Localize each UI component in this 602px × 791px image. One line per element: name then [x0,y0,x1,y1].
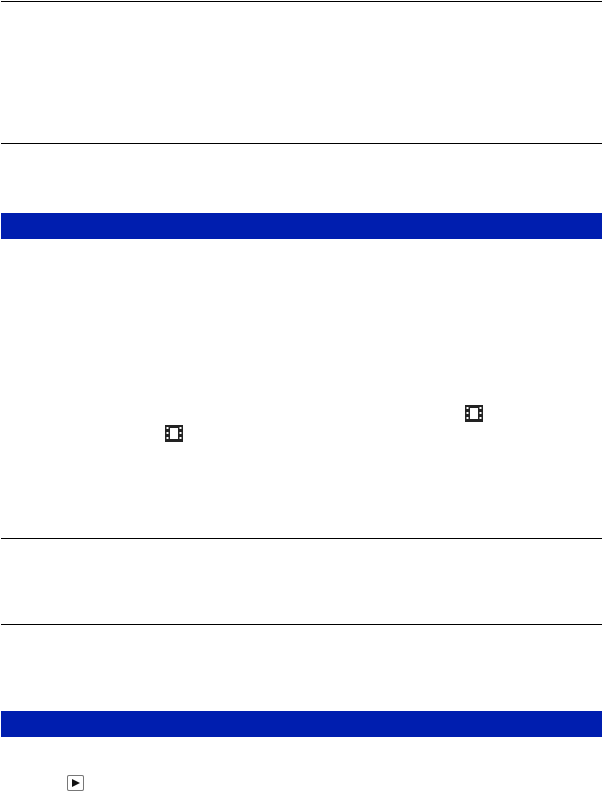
section-header-bar [1,711,602,737]
film-strip-icon [165,425,183,442]
divider [1,1,602,2]
divider [1,143,602,144]
section-header-bar [1,213,602,239]
play-button-icon [67,775,84,791]
divider [1,624,602,625]
divider [1,538,602,539]
film-strip-icon [465,405,483,422]
